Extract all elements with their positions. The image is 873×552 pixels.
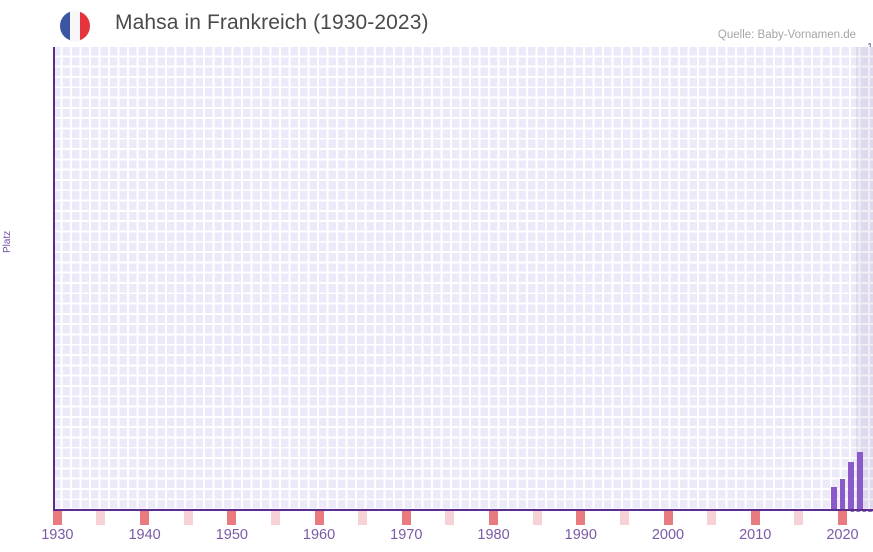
- x-tick-label-2000: 2000: [651, 527, 685, 543]
- flag-stripe-blue: [60, 11, 70, 41]
- x-tick-label-1990: 1990: [564, 527, 597, 543]
- x-tick-mark-1935: [96, 511, 106, 525]
- flag-stripe-red: [79, 11, 90, 41]
- bar-2019: [830, 487, 837, 509]
- x-tick-mark-2000: [663, 511, 673, 525]
- x-tick-mark-1995: [619, 511, 629, 525]
- x-tick-mark-2005: [707, 511, 717, 525]
- y-axis-title: Platz: [2, 230, 13, 253]
- x-tick-mark-1970: [401, 511, 411, 525]
- x-tick-label-1970: 1970: [390, 527, 423, 543]
- x-tick-mark-1955: [270, 511, 280, 525]
- bar-2021: [848, 462, 855, 509]
- x-tick-mark-1930: [52, 511, 62, 525]
- x-tick-mark-1945: [183, 511, 193, 525]
- x-tick-mark-2010: [750, 511, 760, 525]
- x-tick-label-1980: 1980: [477, 527, 510, 543]
- x-tick-mark-2015: [794, 511, 804, 525]
- grid-lines-horizontal: [53, 47, 873, 511]
- flag-france-circle-icon: [60, 11, 90, 41]
- x-tick-mark-2020: [837, 511, 847, 525]
- x-tick-mark-1980: [489, 511, 499, 525]
- y-axis-line: [53, 47, 55, 511]
- x-tick-mark-1990: [576, 511, 586, 525]
- x-tick-label-1930: 1930: [41, 527, 74, 543]
- x-tick-label-1950: 1950: [215, 527, 248, 543]
- x-tick-label-2020: 2020: [826, 527, 859, 543]
- plot-area: [53, 47, 873, 511]
- flag-stripe-white: [69, 11, 80, 41]
- x-tick-mark-1940: [140, 511, 150, 525]
- shaded-recent-region: [855, 47, 873, 511]
- x-tick-mark-1960: [314, 511, 324, 525]
- x-tick-label-1940: 1940: [128, 527, 161, 543]
- x-tick-label-2010: 2010: [739, 527, 772, 543]
- x-tick-mark-1950: [227, 511, 237, 525]
- page-title: Mahsa in Frankreich (1930-2023): [115, 11, 429, 34]
- x-tick-mark-1975: [445, 511, 455, 525]
- x-tick-label-1960: 1960: [302, 527, 336, 543]
- x-axis: 1930 1940 1950 1960 1970 1980 1990 2000 2010 2020: [41, 511, 873, 552]
- x-tick-mark-1965: [358, 511, 368, 525]
- bar-2020: [839, 479, 846, 509]
- source-attribution: Quelle: Baby-Vornamen.de: [717, 29, 856, 41]
- bar-2022: [857, 452, 863, 509]
- x-tick-mark-1985: [532, 511, 542, 525]
- x-axis-line: [53, 509, 873, 511]
